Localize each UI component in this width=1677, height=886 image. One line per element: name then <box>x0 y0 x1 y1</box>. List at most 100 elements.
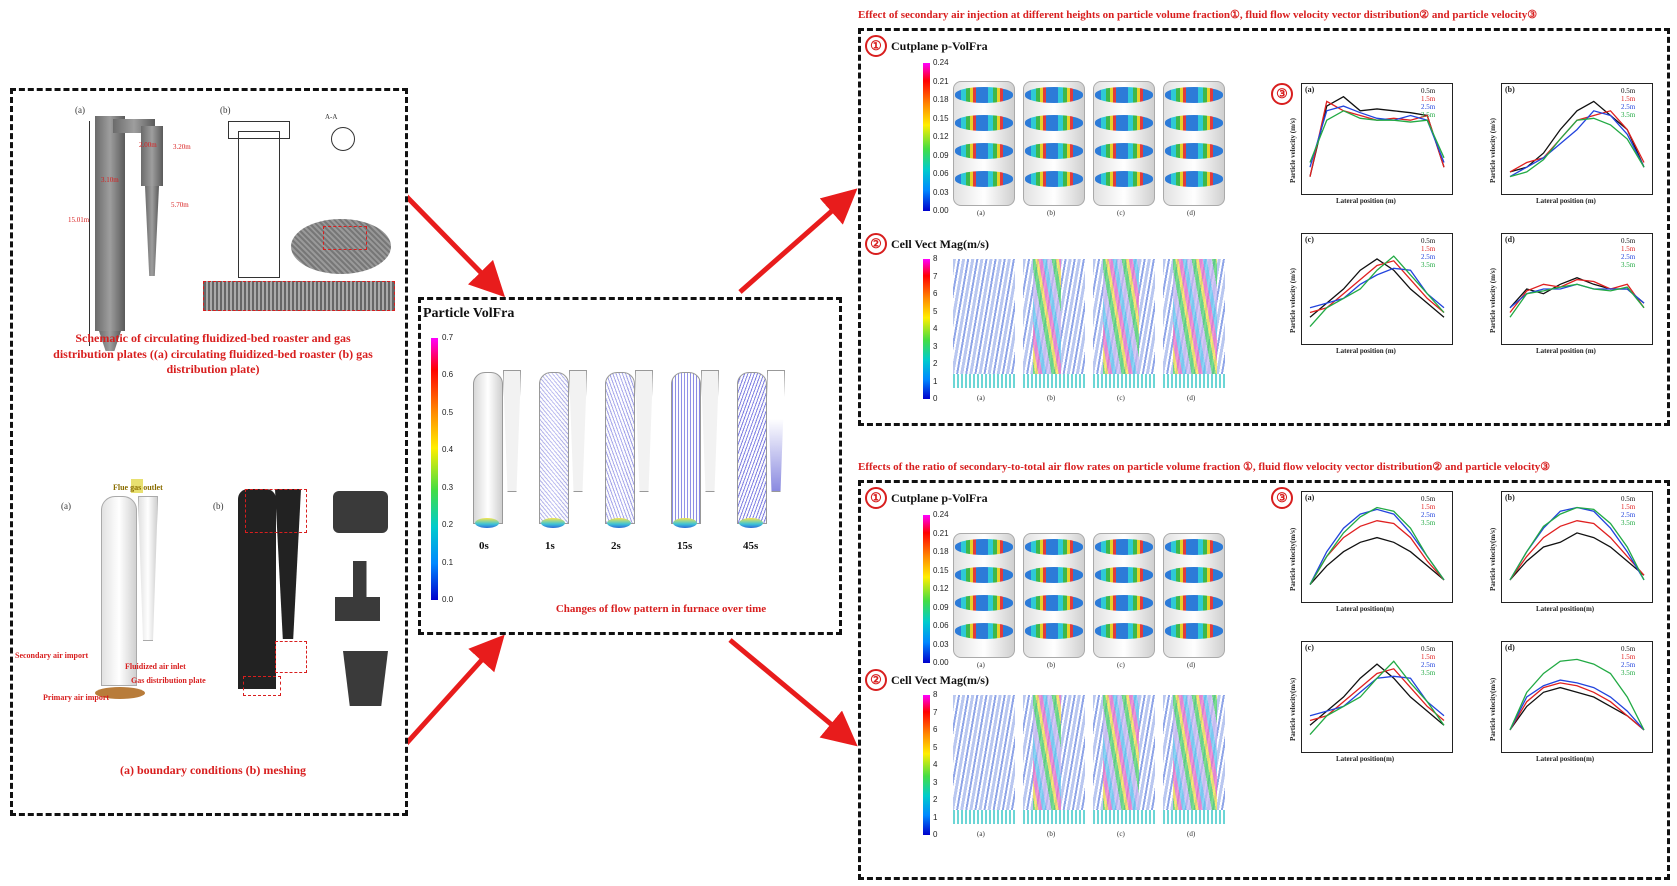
graph-legend-entry: 3.5m <box>1421 261 1436 269</box>
graph-legend-entry: 0.5m <box>1421 87 1436 95</box>
graph-series-line <box>1309 660 1445 736</box>
graph-legend-entry: 1.5m <box>1621 95 1636 103</box>
br-sec1-num: ① <box>865 487 887 509</box>
mesh-detail-bottom <box>343 651 388 706</box>
colorbar-tick: 6 <box>933 289 938 298</box>
colorbar-tick: 0.00 <box>933 206 949 215</box>
graph-legend-entry: 0.5m <box>1421 237 1436 245</box>
plate-zoom-box <box>323 226 367 250</box>
colorbar-tick: 2 <box>933 359 938 368</box>
cutplane-sub-label: (d) <box>1187 209 1196 217</box>
colorbar-tick: 0 <box>933 394 938 403</box>
graph-legend-entry: 3.5m <box>1421 519 1436 527</box>
furnace-cyclone <box>503 370 521 492</box>
br-sec2-label: Cell Vect Mag(m/s) <box>891 672 989 687</box>
graph-xlabel: Lateral position (m) <box>1536 347 1596 355</box>
graph-legend-entry: 3.5m <box>1621 261 1636 269</box>
graph-ylabel: Particle velocity(m/s) <box>1489 677 1497 741</box>
velocity-graph <box>1301 641 1453 753</box>
furnace-riser <box>539 372 569 524</box>
cutplane-slice <box>1165 115 1223 131</box>
bottom-right-panel: ① Cutplane p-VolFra 0.24 0.21 0.18 0.15 0.12… <box>858 480 1670 880</box>
cutplane-slice <box>1025 87 1083 103</box>
cutplane-slice <box>955 171 1013 187</box>
graph-legend-entry: 2.5m <box>1621 661 1636 669</box>
cutplane-slice <box>955 87 1013 103</box>
graph-series-line <box>1509 100 1645 173</box>
graph-xlabel: Lateral position (m) <box>1536 197 1596 205</box>
dim-cyclone-lower: 5.70m <box>171 201 189 209</box>
cutplane-slice <box>1095 595 1153 611</box>
furnace-time-label: 45s <box>743 540 759 552</box>
graph-ylabel: Particle velocity(m/s) <box>1289 677 1297 741</box>
furnace-bed <box>475 518 499 528</box>
colorbar-tick: 0.7 <box>442 333 454 342</box>
plate-drawing <box>238 131 280 278</box>
colorbar-tick: 0.21 <box>933 76 949 86</box>
graph-series-line <box>1509 110 1645 178</box>
caption-top: Schematic of circulating fluidized-bed r… <box>53 331 373 377</box>
colorbar-tick: 4 <box>933 760 938 769</box>
mesh-zoom-mid <box>275 641 307 673</box>
colorbar-tick: 0.06 <box>933 621 949 630</box>
vector-field-hot <box>1033 695 1061 820</box>
graph-panel-label: (c) <box>1305 643 1314 652</box>
graph-legend-entry: 0.5m <box>1621 237 1636 245</box>
graph-plot <box>1309 506 1445 586</box>
furnace-cyclone <box>635 370 653 492</box>
graph-plot <box>1509 277 1645 318</box>
mesh-zoom-top <box>245 489 307 533</box>
br-colorbar-1 <box>923 515 930 663</box>
graph-legend-entry: 1.5m <box>1621 245 1636 253</box>
graph-series-line <box>1309 663 1445 726</box>
tr-colorbar-1 <box>923 63 930 211</box>
graph-legend-entry: 3.5m <box>1621 669 1636 677</box>
center-colorbar <box>431 338 438 600</box>
tr-sec2-num: ② <box>865 233 887 255</box>
colorbar-tick: 0.18 <box>933 95 949 104</box>
vector-field-hot <box>1103 695 1139 820</box>
bc-plate <box>95 687 145 699</box>
graph-legend-entry: 0.5m <box>1621 495 1636 503</box>
center-title: Particle VolFra <box>423 306 515 321</box>
graph-ylabel: Particle velocity (m/s) <box>1289 118 1297 183</box>
dim-cyclone-dia: 2.00m <box>139 141 157 149</box>
dim-main-height: 15.01m <box>68 216 90 224</box>
tr-sec1-num: ① <box>865 35 887 57</box>
cutplane-sub-label: (c) <box>1117 661 1125 669</box>
graph-series-line <box>1309 260 1445 314</box>
tr-sec2-label: Cell Vect Mag(m/s) <box>891 236 989 251</box>
graph-series-line <box>1309 508 1445 585</box>
colorbar-tick: 0.1 <box>442 557 454 567</box>
colorbar-tick: 0.15 <box>933 565 949 575</box>
graph-legend-entry: 0.5m <box>1421 645 1436 653</box>
furnace-cyclone <box>569 370 587 492</box>
vector-field-hot <box>1033 259 1061 384</box>
graph-plot <box>1309 95 1445 177</box>
furnace-riser <box>671 372 701 524</box>
graph-legend-entry: 0.5m <box>1421 495 1436 503</box>
bc-label-primary: Primary air import <box>43 693 110 702</box>
graph-series-line <box>1309 255 1445 328</box>
vector-sub-label: (c) <box>1117 394 1125 402</box>
bc-riser <box>101 496 137 686</box>
tr-sec1-head: ① Cutplane p-VolFra <box>865 35 988 57</box>
graph-series-line <box>1509 117 1645 178</box>
graph-panel-label: (b) <box>1505 85 1515 94</box>
graph-legend-entry: 3.5m <box>1421 669 1436 677</box>
br-sec2-head: ② Cell Vect Mag(m/s) <box>865 669 989 691</box>
bottom-label-a: (a) <box>61 501 71 511</box>
mesh-detail-top <box>333 491 388 533</box>
vector-inlet <box>1023 374 1085 388</box>
section-label: A-A <box>325 113 338 121</box>
colorbar-tick: 0 <box>933 830 938 839</box>
graph-legend-entry: 2.5m <box>1621 103 1636 111</box>
graph-legend-entry: 0.5m <box>1621 645 1636 653</box>
colorbar-tick: 0.09 <box>933 150 949 160</box>
cutplane-slice <box>955 623 1013 639</box>
graph-panel-label: (c) <box>1305 235 1314 244</box>
cutplane-sub-label: (b) <box>1047 661 1056 669</box>
arrow-right-bottom <box>728 638 858 747</box>
furnace-time-label: 0s <box>479 540 489 552</box>
graph-series-line <box>1509 679 1645 731</box>
